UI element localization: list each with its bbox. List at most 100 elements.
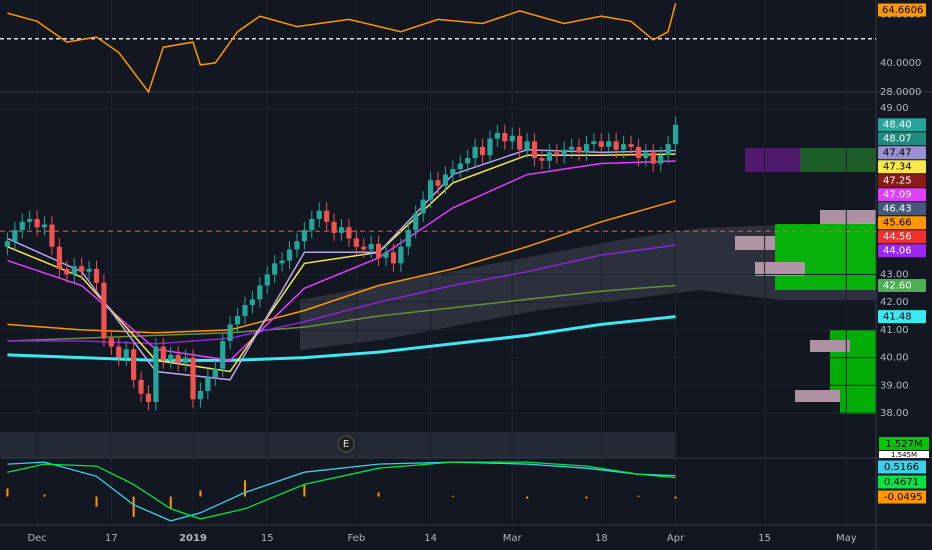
value-label-box — [878, 475, 926, 489]
value-label: -0.0495 — [884, 492, 923, 503]
histogram-bar — [95, 496, 98, 507]
value-label: 64.6606 — [882, 5, 923, 16]
histogram-bar — [303, 484, 306, 497]
value-label-box — [878, 460, 926, 474]
candle-body — [658, 155, 664, 164]
candle-body — [531, 141, 538, 158]
histogram-bar — [43, 494, 46, 497]
candle-body — [413, 213, 419, 231]
candle-body — [620, 144, 627, 150]
price-label: 44.06 — [883, 246, 912, 257]
candle-body — [41, 224, 48, 228]
candle-body — [71, 266, 77, 275]
candle-body — [64, 268, 70, 275]
candle-body — [168, 354, 174, 361]
candle-body — [479, 146, 486, 156]
y-tick-label: 40.00 — [880, 353, 909, 364]
profile-bar — [820, 210, 876, 224]
x-tick-label: 2019 — [179, 533, 207, 544]
histogram-bar — [526, 496, 529, 499]
candle-body — [606, 141, 612, 147]
candle-body — [138, 379, 144, 394]
candle-body — [650, 152, 656, 164]
price-label: 45.66 — [883, 218, 912, 229]
cloud — [300, 222, 876, 350]
candle-body — [569, 146, 575, 150]
candle-body — [420, 199, 426, 214]
price-label-box — [878, 160, 926, 174]
histogram-bar — [451, 495, 454, 497]
candle-body — [405, 230, 411, 247]
candle-body — [457, 163, 463, 170]
candle-body — [279, 260, 285, 264]
candle-body — [487, 138, 493, 156]
candle-body — [294, 241, 300, 250]
candle-body — [635, 146, 642, 158]
moving-average — [7, 284, 676, 342]
candle-body — [546, 152, 552, 161]
earnings-label: E — [343, 439, 349, 450]
candle-body — [249, 299, 256, 305]
candle-body — [376, 243, 382, 258]
candle-body — [583, 144, 590, 153]
macd-line — [7, 461, 676, 520]
candle-body — [509, 135, 515, 142]
price-label-box — [878, 174, 926, 188]
candle-body — [368, 243, 374, 250]
y-tick-label: 49.00 — [880, 103, 909, 114]
candle-body — [34, 218, 40, 228]
candle-body — [131, 349, 137, 380]
candle-body — [93, 268, 100, 283]
profile-bar — [755, 262, 805, 276]
price-label-box — [878, 202, 926, 216]
candle-body — [108, 338, 114, 347]
candle-body — [286, 249, 293, 261]
y-tick-label: 43.00 — [880, 269, 909, 280]
price-label-box — [878, 118, 926, 132]
candle-body — [153, 346, 159, 402]
volume-label: 1.545M — [891, 451, 917, 459]
candle-body — [465, 157, 471, 164]
candle-body — [390, 252, 397, 264]
candle-body — [324, 210, 330, 222]
y-tick-label: 40.0000 — [880, 58, 921, 69]
earnings-marker[interactable] — [337, 435, 355, 453]
rsi-line — [7, 3, 677, 94]
candle-body — [227, 324, 233, 341]
value-label-box — [878, 490, 926, 504]
value-label: 0.4671 — [884, 477, 919, 488]
value-label-box — [878, 3, 926, 17]
candle-body — [220, 340, 226, 369]
x-tick-label: May — [836, 533, 857, 544]
candle-body — [442, 174, 449, 186]
histogram-bar — [169, 496, 172, 509]
candle-body — [145, 393, 152, 402]
price-label-box — [878, 132, 926, 146]
candle-body — [472, 146, 478, 158]
candle-body — [435, 180, 441, 186]
candle-body — [212, 368, 218, 378]
price-label-box — [878, 279, 926, 293]
candle-body — [613, 141, 619, 150]
candle-body — [272, 263, 278, 275]
price-label: 42.60 — [883, 281, 912, 292]
x-tick-label: Dec — [27, 533, 46, 544]
candle-body — [257, 285, 263, 300]
candle-body — [561, 149, 567, 156]
profile-bar — [800, 148, 876, 172]
histogram-bar — [377, 492, 380, 497]
candle-body — [576, 146, 582, 153]
profile-bar — [810, 340, 850, 352]
candle-body — [12, 230, 18, 242]
moving-average — [7, 160, 676, 362]
x-tick-label: 18 — [595, 533, 608, 544]
candle-body — [190, 357, 196, 400]
candle-body — [338, 227, 345, 233]
candle-body — [346, 227, 352, 239]
histogram-bar — [6, 488, 9, 497]
price-label: 47.34 — [883, 162, 912, 173]
moving-average — [7, 199, 676, 334]
profile-bar — [840, 390, 876, 414]
candle-body — [86, 268, 92, 272]
price-label: 48.40 — [883, 120, 912, 131]
